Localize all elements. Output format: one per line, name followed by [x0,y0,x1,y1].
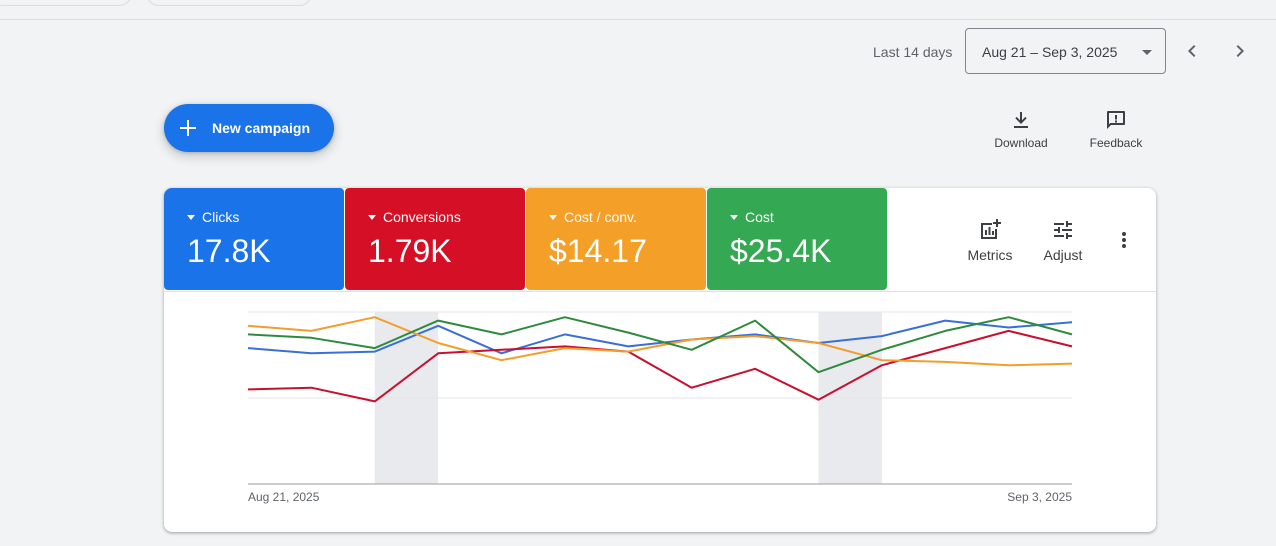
dropdown-triangle-icon [730,215,738,220]
previous-period-button[interactable] [1180,39,1204,63]
scorecard-cost-per-conversion[interactable]: Cost / conv. $14.17 [526,188,706,290]
scorecard-conversions[interactable]: Conversions 1.79K [345,188,525,290]
scorecard-label: Clicks [202,209,240,225]
more-options-button[interactable] [1112,228,1136,252]
dropdown-triangle-icon [368,215,376,220]
metrics-button[interactable]: Metrics [960,218,1020,264]
download-label: Download [994,136,1048,150]
performance-line-chart: Aug 21, 2025 Sep 3, 2025 [247,311,1073,504]
adjust-button[interactable]: Adjust [1033,218,1093,264]
scorecard-value: 17.8K [187,233,271,269]
chevron-left-icon [1188,45,1196,57]
scorecard-label: Cost / conv. [564,209,637,225]
feedback-icon [1107,111,1125,129]
feedback-button[interactable]: Feedback [1081,106,1151,156]
performance-card: Clicks 17.8K Conversions 1.79K Cost / co… [164,188,1156,532]
date-range-preset: Last 14 days [873,44,953,60]
add-chart-icon [981,219,1001,239]
new-campaign-button[interactable]: New campaign [164,104,334,152]
scorecard-value: 1.79K [368,233,452,269]
series-line-1 [247,329,1073,403]
top-filter-chip[interactable] [0,0,132,6]
scorecard-cost[interactable]: Cost $25.4K [707,188,887,290]
next-period-button[interactable] [1228,39,1252,63]
scorecard-label: Cost [745,209,774,225]
scorecard-label: Conversions [383,209,461,225]
series-line-3 [247,316,1073,374]
top-filter-chip[interactable] [146,0,312,6]
card-divider [164,291,1156,292]
download-button[interactable]: Download [986,106,1056,156]
scorecard-clicks[interactable]: Clicks 17.8K [164,188,344,290]
dropdown-triangle-icon [549,215,557,220]
dropdown-triangle-icon [187,215,195,220]
date-range-picker[interactable]: Aug 21 – Sep 3, 2025 [965,28,1166,74]
series-line-2 [247,316,1073,367]
metrics-label: Metrics [967,247,1013,263]
dropdown-caret-icon [1142,50,1152,55]
series-line-0 [247,319,1073,355]
more-vert-icon [1122,232,1126,248]
scorecard-value: $25.4K [730,233,832,269]
x-axis-end-label: Sep 3, 2025 [1007,490,1072,504]
download-icon [1014,112,1028,128]
tune-icon [1054,221,1072,239]
x-axis-start-label: Aug 21, 2025 [248,490,320,504]
chevron-right-icon [1236,45,1244,57]
header-divider [0,19,1276,20]
plus-icon [180,120,196,136]
date-range-value: Aug 21 – Sep 3, 2025 [982,44,1118,60]
new-campaign-label: New campaign [212,120,311,136]
scorecard-value: $14.17 [549,233,647,269]
adjust-label: Adjust [1043,247,1083,263]
feedback-label: Feedback [1089,136,1143,150]
